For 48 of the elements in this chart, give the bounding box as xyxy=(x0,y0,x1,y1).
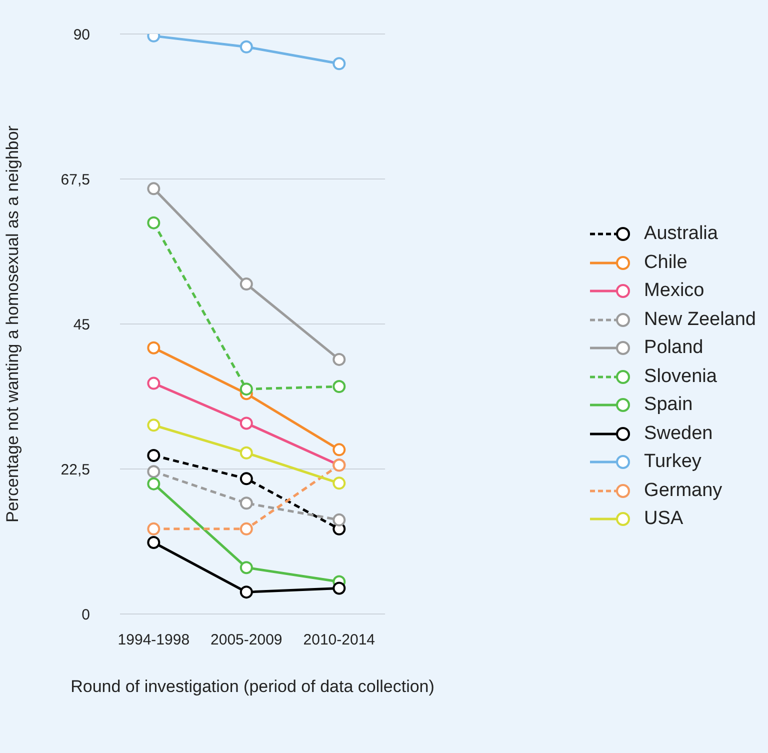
y-axis-title: Percentage not wanting a homosexual as a neighbor xyxy=(3,125,22,522)
x-tick-label: 1994-1998 xyxy=(118,632,190,649)
point xyxy=(240,382,253,396)
point xyxy=(332,582,346,595)
x-axis-title: Round of investigation (period of data collection) xyxy=(70,677,434,696)
point xyxy=(332,57,346,70)
legend-label: Poland xyxy=(644,337,704,359)
y-tick-label: 67,5 xyxy=(60,171,90,188)
point xyxy=(240,561,253,574)
point xyxy=(147,465,160,478)
legend-label: USA xyxy=(644,508,684,530)
point xyxy=(240,446,253,460)
point xyxy=(240,586,253,599)
point xyxy=(147,477,160,490)
point xyxy=(147,341,160,354)
point xyxy=(147,418,160,432)
legend-label: Turkey xyxy=(644,451,702,473)
x-tick-label: 2010-2014 xyxy=(303,632,376,649)
point xyxy=(147,376,160,390)
point xyxy=(240,278,253,291)
point xyxy=(240,416,253,430)
legend-label: Sweden xyxy=(644,422,713,444)
point xyxy=(332,513,346,526)
y-tick-label: 22,5 xyxy=(60,461,90,478)
point xyxy=(240,496,253,510)
legend-label: Slovenia xyxy=(644,366,717,388)
y-tick-label: 0 xyxy=(82,606,90,624)
point xyxy=(240,522,253,536)
y-tick-label: 45 xyxy=(73,316,90,334)
point xyxy=(147,448,160,462)
legend-label: Australia xyxy=(644,223,718,245)
point xyxy=(147,536,160,549)
point xyxy=(332,352,346,366)
legend-label: New Zeeland xyxy=(644,308,756,330)
point xyxy=(147,216,160,230)
y-tick-label: 90 xyxy=(73,26,90,44)
x-tick-label: 2005-2009 xyxy=(210,632,282,649)
point xyxy=(147,182,160,196)
point xyxy=(332,476,346,490)
legend-label: Germany xyxy=(644,480,722,502)
point xyxy=(240,40,253,54)
legend-label: Spain xyxy=(644,394,693,416)
legend-label: Chile xyxy=(644,252,688,274)
point xyxy=(147,522,160,536)
legend-label: Mexico xyxy=(644,280,704,302)
point xyxy=(332,380,346,394)
point xyxy=(240,472,253,486)
point xyxy=(332,443,346,456)
